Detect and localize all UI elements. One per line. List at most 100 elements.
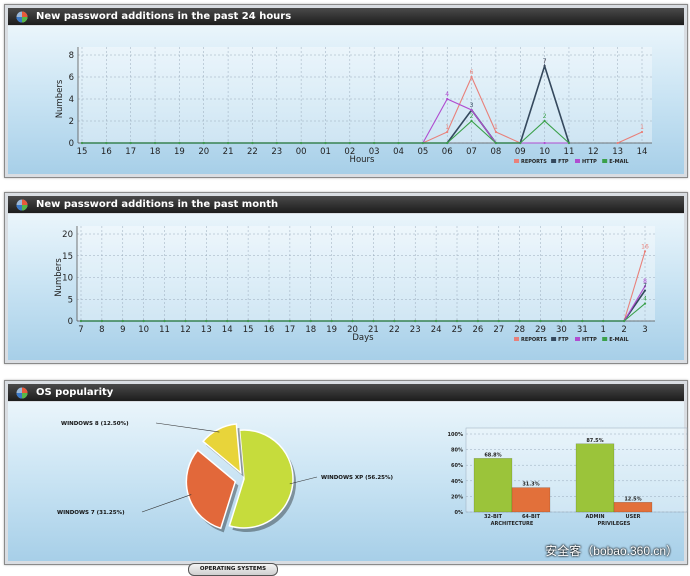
pie-slice <box>202 423 242 475</box>
data-point <box>226 319 229 323</box>
bar <box>575 443 615 513</box>
data-point <box>581 319 584 323</box>
x-tick-label: 16 <box>101 147 112 157</box>
bar-value-label: 31.3% <box>522 482 539 488</box>
x-tick-label: 25 <box>452 325 463 335</box>
legend-label: HTTP <box>582 337 597 343</box>
bar-category-label: USER <box>626 514 641 520</box>
data-point <box>446 97 449 101</box>
data-point <box>348 141 351 145</box>
x-tick-label: 05 <box>417 147 428 157</box>
data-label: 4 <box>643 296 647 303</box>
data-point <box>543 119 546 123</box>
y-tick-label: 8 <box>69 51 74 61</box>
bar-group-label: PRIVILEGES <box>598 521 631 527</box>
x-tick-label: 27 <box>493 325 504 335</box>
panel-body: WINDOWS XP (56.25%) WINDOWS 7 (31.25%) WIN… <box>8 402 688 576</box>
x-tick-label: 02 <box>344 147 355 157</box>
data-point <box>470 119 473 123</box>
data-point <box>300 141 303 145</box>
data-point <box>497 319 500 323</box>
pie-chart-os: WINDOWS XP (56.25%) WINDOWS 7 (31.25%) WIN… <box>57 421 394 533</box>
x-tick-label: 20 <box>198 147 209 157</box>
data-label: 16 <box>641 243 649 250</box>
y-tick-label: 0 <box>68 317 73 327</box>
y-tick-label: 20 <box>62 230 73 240</box>
legend-label: REPORTS <box>521 159 547 165</box>
data-point <box>202 141 205 145</box>
x-tick-label: 23 <box>271 147 282 157</box>
data-point <box>267 319 271 323</box>
x-tick-label: 10 <box>539 147 550 157</box>
panel-title: New password additions in the past 24 ho… <box>36 11 292 22</box>
x-tick-label: 28 <box>514 325 525 335</box>
data-point <box>163 319 166 323</box>
x-tick-label: 9 <box>120 325 125 335</box>
x-tick-label: 14 <box>637 147 648 157</box>
data-point <box>446 141 449 145</box>
data-label: 7 <box>543 58 547 65</box>
x-tick-label: 22 <box>389 325 400 335</box>
pie-label: WINDOWS 8 (12.50%) <box>61 421 129 427</box>
data-point <box>435 319 438 323</box>
legend-swatch <box>551 159 557 163</box>
x-tick-label: 21 <box>368 325 379 335</box>
data-point <box>80 141 84 145</box>
bar-category-label: ADMIN <box>585 514 604 520</box>
data-point <box>421 141 424 145</box>
bar <box>511 487 551 513</box>
x-tick-label: 06 <box>442 147 453 157</box>
plot-area <box>78 47 652 143</box>
legend-label: E-MAIL <box>609 159 629 165</box>
data-label: 1 <box>640 124 644 131</box>
data-point <box>643 285 647 288</box>
x-tick-label: 09 <box>515 147 526 157</box>
data-point <box>643 250 647 253</box>
data-point <box>372 319 375 323</box>
x-tick-label: 13 <box>201 325 212 335</box>
data-label: 3 <box>470 102 474 109</box>
x-tick-label: 17 <box>284 325 295 335</box>
data-point <box>397 141 400 145</box>
x-tick-label: 30 <box>556 325 567 335</box>
x-tick-label: 8 <box>99 325 104 335</box>
x-tick-label: 1 <box>601 325 606 335</box>
data-label: 2 <box>543 113 547 120</box>
x-tick-label: 12 <box>588 147 599 157</box>
x-tick-label: 07 <box>466 147 477 157</box>
legend-label: E-MAIL <box>609 337 629 343</box>
x-tick-label: 15 <box>77 147 88 157</box>
data-point <box>643 289 647 292</box>
data-label: 6 <box>470 69 474 76</box>
data-point <box>643 302 647 305</box>
panel-past-month: New password additions in the past month… <box>4 192 688 364</box>
x-tick-label: 26 <box>472 325 483 335</box>
data-point <box>153 141 157 145</box>
series-line-e-mail <box>81 303 646 322</box>
y-tick-label: 4 <box>69 95 74 105</box>
x-tick-label: 14 <box>222 325 233 335</box>
data-point <box>602 319 605 323</box>
x-tick-label: 20 <box>347 325 358 335</box>
data-point <box>560 319 563 323</box>
data-point <box>100 319 103 323</box>
data-point <box>288 319 291 323</box>
operating-systems-button[interactable]: OPERATING SYSTEMS <box>188 563 278 576</box>
data-point <box>414 319 417 323</box>
data-point <box>373 141 376 145</box>
y-tick-label: 100% <box>448 432 463 438</box>
x-tick-label: 29 <box>535 325 546 335</box>
pie-slice <box>228 429 294 529</box>
pie-callout-line <box>141 494 192 513</box>
data-point <box>446 130 449 134</box>
pie-callout-line <box>289 476 318 485</box>
x-tick-label: 11 <box>564 147 575 157</box>
data-point <box>470 108 473 112</box>
panel-body: 0 2 4 6 8 15 16 17 18 19 20 21 22 23 00 01 02 03 04 05 06 07 0… <box>8 26 684 174</box>
x-axis-title: Days <box>352 333 374 343</box>
y-tick-label: 0% <box>455 510 464 516</box>
x-tick-label: 00 <box>296 147 307 157</box>
panel-os-popularity: OS popularity WINDOWS XP (56.25%) WINDOWS… <box>4 380 688 576</box>
data-point <box>494 130 498 134</box>
data-point <box>455 319 459 323</box>
